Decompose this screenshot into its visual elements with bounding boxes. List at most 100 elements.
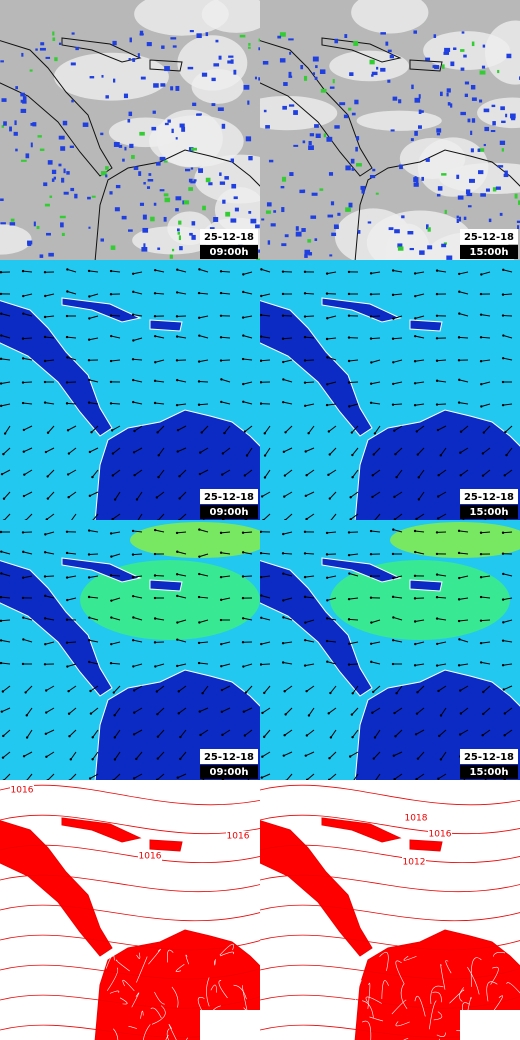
wind-arrow — [308, 425, 315, 434]
arrow-head — [284, 431, 287, 434]
wind-arrow — [283, 751, 293, 757]
arrow-head — [153, 315, 157, 318]
arrow-head — [43, 401, 47, 404]
precip — [470, 130, 473, 136]
arrow-head — [219, 291, 223, 295]
arrow-head — [67, 496, 70, 499]
precip — [480, 193, 486, 197]
wind-arrow — [23, 313, 33, 317]
precip — [196, 113, 201, 116]
arrow-head — [176, 550, 179, 553]
arrow-head — [281, 314, 285, 317]
arrow-head — [1, 690, 5, 693]
arrow-head — [113, 736, 117, 739]
arrow-head — [327, 712, 330, 715]
precip — [369, 59, 375, 65]
wind-arrow — [134, 425, 143, 432]
arrow-head — [175, 291, 179, 294]
wind-arrow — [1, 335, 11, 339]
wind-arrow — [23, 425, 33, 431]
precip — [115, 184, 121, 189]
wind-arrow — [154, 574, 165, 577]
wind-arrow — [394, 513, 403, 520]
arrow-head — [435, 573, 439, 576]
wind-arrow — [308, 707, 315, 716]
arrow-head — [45, 689, 48, 692]
arrow-head — [263, 691, 266, 695]
arrow-head — [281, 642, 285, 645]
arrow-head — [241, 531, 245, 534]
arrow-head — [503, 712, 507, 715]
precip — [171, 248, 175, 252]
isobar — [260, 964, 520, 980]
precip — [181, 126, 186, 132]
arrow-head — [113, 498, 117, 501]
arrow-head — [414, 294, 417, 298]
arrow-head — [198, 268, 201, 271]
wind-arrow — [45, 707, 55, 713]
arrow-head — [458, 378, 461, 382]
precip — [182, 200, 185, 205]
precip — [142, 214, 147, 220]
arrow-head — [413, 597, 417, 600]
precip — [91, 195, 96, 198]
arrow-head — [350, 431, 354, 434]
precip — [304, 254, 308, 258]
arrow-head — [347, 359, 351, 363]
arrow-head — [260, 313, 263, 317]
precip — [273, 210, 277, 213]
precip — [247, 100, 250, 105]
arrow-head — [481, 474, 485, 477]
wind-arrow — [261, 575, 271, 578]
arrow-head — [109, 380, 113, 384]
precip — [268, 159, 274, 163]
arrow-head — [371, 495, 374, 499]
precip — [255, 224, 260, 229]
arrow-head — [178, 475, 181, 478]
wind-arrow — [45, 315, 55, 318]
arrow-head — [43, 575, 47, 578]
arrow-head — [67, 712, 71, 715]
wind-arrow — [437, 425, 447, 431]
isobar — [0, 844, 260, 863]
arrow-head — [391, 269, 395, 272]
wind-arrow — [371, 661, 381, 665]
wind-arrow — [283, 641, 293, 644]
wind-arrow — [176, 531, 187, 534]
arrow-head — [88, 450, 92, 454]
wind-arrow — [1, 403, 11, 407]
wind-arrow — [394, 491, 403, 498]
arrow-head — [369, 553, 373, 556]
arrow-head — [281, 270, 285, 273]
precip — [301, 228, 306, 232]
arrow-head — [221, 733, 224, 737]
wind-arrow — [89, 530, 99, 533]
wind-arrow — [482, 447, 491, 454]
wind-arrow — [329, 685, 337, 694]
wind-arrow — [282, 552, 293, 555]
precip — [499, 140, 506, 145]
wind-arrow — [353, 773, 359, 780]
isobar — [430, 985, 444, 1005]
wind-arrow — [177, 379, 187, 383]
precip — [142, 227, 149, 233]
arrow-head — [502, 572, 505, 576]
isobar-label-bg — [402, 857, 426, 867]
wind-arrow — [283, 359, 293, 363]
wind-arrow — [243, 315, 253, 319]
precip — [282, 105, 287, 110]
arrow-head — [305, 778, 309, 780]
arrow-head — [263, 454, 267, 457]
precip — [58, 135, 65, 140]
arrow-head — [91, 758, 94, 761]
arrow-head — [65, 530, 69, 533]
wind-arrow — [328, 773, 337, 780]
wind-arrow — [133, 575, 143, 578]
isobar — [0, 904, 260, 922]
wind-arrow — [437, 663, 447, 667]
precip — [270, 223, 276, 227]
arrow-head — [110, 599, 113, 602]
precip — [164, 122, 169, 126]
arrow-head — [480, 405, 483, 408]
